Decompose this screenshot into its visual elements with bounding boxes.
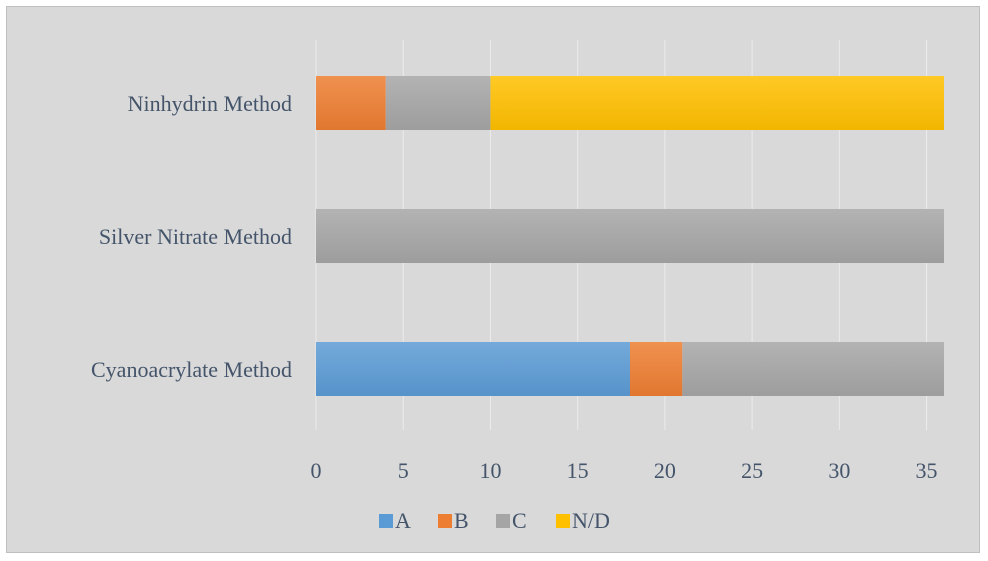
category-label: Ninhydrin Method bbox=[128, 91, 292, 116]
bar-segment-b bbox=[630, 342, 683, 396]
bar-segment-c bbox=[316, 209, 944, 263]
bar-segment-c bbox=[385, 76, 491, 130]
x-tick-label: 35 bbox=[916, 458, 938, 483]
x-tick-label: 15 bbox=[567, 458, 589, 483]
legend-label: N/D bbox=[572, 508, 610, 533]
legend-label: A bbox=[395, 508, 411, 533]
category-labels: Cyanoacrylate Method Silver Nitrate Metho… bbox=[91, 91, 292, 382]
legend-swatch bbox=[379, 514, 393, 528]
legend: A B C N/D bbox=[379, 508, 610, 533]
x-tick-label: 20 bbox=[654, 458, 676, 483]
bar-segment-a bbox=[316, 342, 630, 396]
x-tick-label: 0 bbox=[311, 458, 322, 483]
legend-swatch bbox=[496, 514, 510, 528]
category-label: Silver Nitrate Method bbox=[99, 224, 292, 249]
x-tick-label: 10 bbox=[479, 458, 501, 483]
bar-segment-n-d bbox=[490, 76, 944, 130]
category-label: Cyanoacrylate Method bbox=[91, 357, 292, 382]
x-tick-labels: 0 5 10 15 20 25 30 35 bbox=[311, 458, 938, 483]
x-tick-label: 5 bbox=[398, 458, 409, 483]
bars bbox=[316, 76, 944, 396]
legend-swatch bbox=[556, 514, 570, 528]
legend-label: B bbox=[454, 508, 469, 533]
legend-label: C bbox=[512, 508, 527, 533]
x-tick-label: 30 bbox=[828, 458, 850, 483]
bar-segment-b bbox=[316, 76, 386, 130]
legend-swatch bbox=[438, 514, 452, 528]
bar-segment-c bbox=[682, 342, 944, 396]
x-tick-label: 25 bbox=[741, 458, 763, 483]
